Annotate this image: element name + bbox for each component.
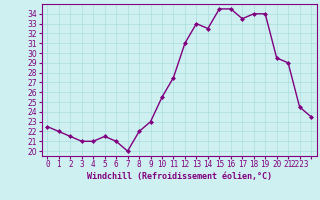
X-axis label: Windchill (Refroidissement éolien,°C): Windchill (Refroidissement éolien,°C) [87,172,272,181]
